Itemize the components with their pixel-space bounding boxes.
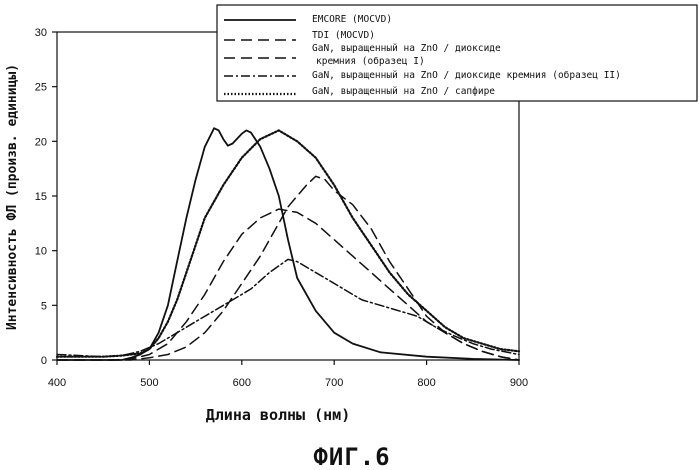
- y-tick-label: 20: [35, 136, 47, 148]
- x-tick-label: 900: [510, 377, 528, 389]
- legend: EMCORE (MOCVD) TDI (MOCVD) GaN, выращенный…: [217, 5, 697, 101]
- series-line-4: [57, 259, 519, 356]
- x-axis-title: Длина волны (нм): [206, 406, 351, 424]
- y-tick-label: 0: [41, 355, 47, 367]
- plot-area: [57, 128, 519, 360]
- series-line-1: [57, 128, 519, 360]
- figure-caption: ФИГ.6: [313, 443, 390, 470]
- y-tick-label: 5: [41, 300, 47, 312]
- legend-entry-text: TDI (MOCVD): [312, 30, 375, 41]
- x-tick-label: 500: [140, 377, 158, 389]
- x-tick-label: 600: [233, 377, 251, 389]
- y-axis-title: Интенсивность ФЛ (произв. единицы): [5, 64, 20, 330]
- legend-entry-text: EMCORE (MOCVD): [312, 14, 392, 25]
- y-tick-label: 15: [35, 191, 47, 203]
- legend-entry-text: GaN, выращенный на ZnO / сапфире: [312, 86, 495, 97]
- series-line-2: [57, 209, 519, 360]
- legend-entry-text: кремния (образец I): [316, 56, 425, 67]
- series-line-3: [57, 176, 519, 360]
- x-tick-label: 400: [48, 377, 66, 389]
- legend-entry-text: GaN, выращенный на ZnO / диоксиде кремни…: [312, 70, 621, 81]
- legend-entry-text: GaN, выращенный на ZnO / диоксиде: [312, 43, 501, 54]
- y-tick-label: 10: [35, 246, 47, 258]
- y-tick-label: 25: [35, 82, 47, 94]
- x-tick-label: 700: [325, 377, 343, 389]
- x-tick-label: 800: [417, 377, 435, 389]
- y-tick-label: 30: [35, 27, 47, 39]
